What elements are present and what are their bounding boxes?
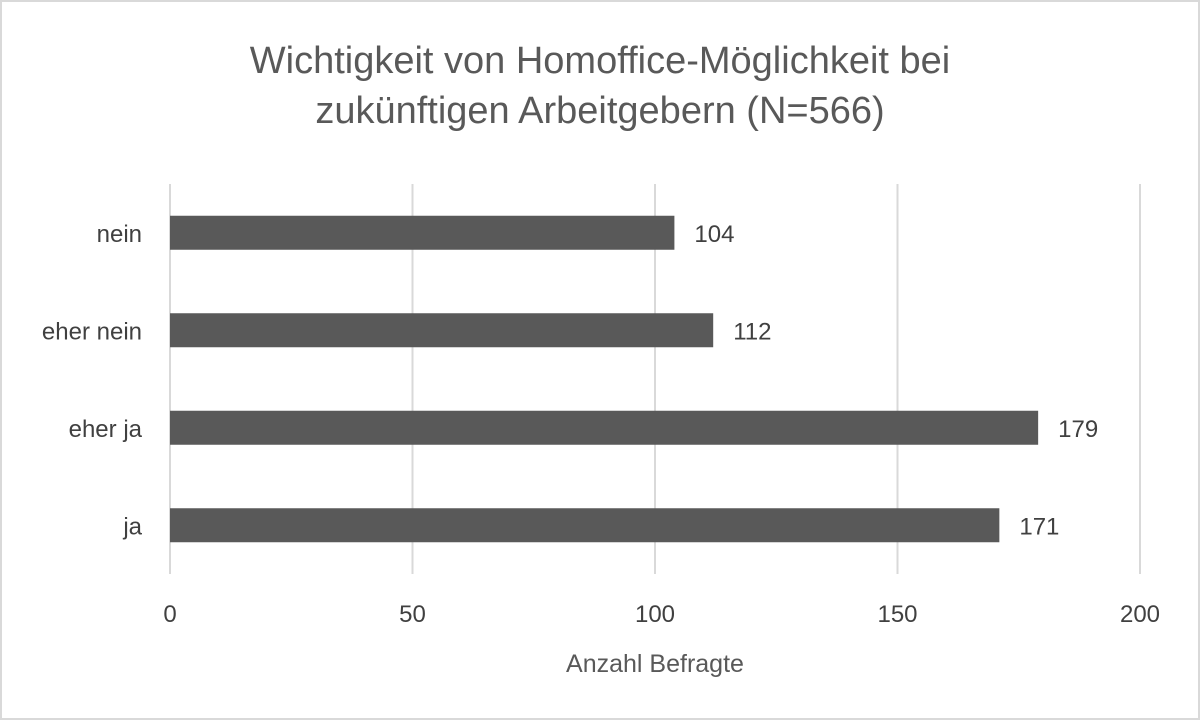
data-labels: 104 112 179 171 bbox=[694, 221, 1098, 541]
chart-title: Wichtigkeit von Homoffice-Möglichkeit be… bbox=[2, 36, 1198, 136]
data-label: 104 bbox=[694, 221, 734, 248]
category-label: eher nein bbox=[42, 318, 142, 345]
category-label: ja bbox=[122, 513, 142, 540]
category-labels: nein eher nein eher ja ja bbox=[42, 221, 143, 541]
bar-nein bbox=[170, 215, 675, 250]
data-label: 171 bbox=[1019, 513, 1059, 540]
x-tick-label: 150 bbox=[877, 601, 917, 628]
chart-title-line-2: zukünftigen Arbeitgebern (N=566) bbox=[315, 90, 885, 132]
category-label: eher ja bbox=[69, 416, 143, 443]
bars bbox=[170, 215, 1039, 543]
data-label: 179 bbox=[1058, 416, 1098, 443]
x-tick-labels: 0 50 100 150 200 bbox=[163, 601, 1160, 628]
x-tick-label: 200 bbox=[1120, 601, 1160, 628]
x-tick-label: 50 bbox=[399, 601, 426, 628]
chart-title-line-1: Wichtigkeit von Homoffice-Möglichkeit be… bbox=[249, 40, 951, 82]
x-tick-label: 100 bbox=[635, 601, 675, 628]
category-label: nein bbox=[97, 221, 142, 248]
x-axis-title: Anzahl Befragte bbox=[566, 650, 744, 678]
bar-ja bbox=[170, 508, 1000, 543]
bar-eher-nein bbox=[170, 313, 714, 348]
x-tick-label: 0 bbox=[163, 601, 176, 628]
data-label: 112 bbox=[733, 318, 771, 345]
bar-eher-ja bbox=[170, 410, 1039, 445]
